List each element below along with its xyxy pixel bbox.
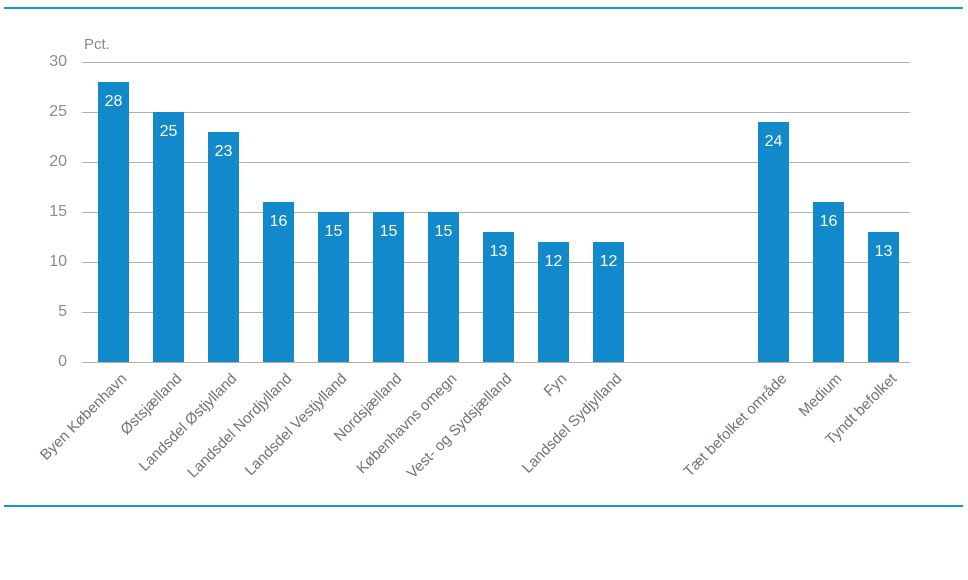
x-category-label: Vest- og Sydsjælland bbox=[403, 370, 516, 482]
bar-value-label: 23 bbox=[214, 143, 233, 160]
bar-value-label: 13 bbox=[489, 243, 508, 260]
y-gridline bbox=[82, 162, 910, 163]
y-tick-label: 15 bbox=[49, 203, 67, 220]
bar bbox=[538, 242, 569, 362]
bar-value-label: 15 bbox=[324, 223, 343, 240]
bar bbox=[98, 82, 129, 362]
bar bbox=[153, 112, 184, 362]
y-tick-label: 20 bbox=[49, 153, 67, 170]
bar bbox=[868, 232, 899, 362]
x-category-label: Københavns omegn bbox=[353, 370, 461, 478]
top-accent-rule bbox=[4, 7, 963, 9]
bar-value-label: 15 bbox=[379, 223, 398, 240]
bar bbox=[483, 232, 514, 362]
bar-value-label: 12 bbox=[544, 253, 563, 270]
bar-value-label: 16 bbox=[269, 213, 288, 230]
bar-value-label: 15 bbox=[434, 223, 453, 240]
bar bbox=[758, 122, 789, 362]
x-category-label: Fyn bbox=[540, 370, 571, 401]
y-tick-label: 10 bbox=[49, 253, 67, 270]
y-gridline bbox=[82, 212, 910, 213]
x-category-label: Landsdel Sydjylland bbox=[518, 370, 626, 477]
bar bbox=[263, 202, 294, 362]
x-category-label: Landsdel Nordjylland bbox=[184, 370, 296, 482]
y-tick-label: 0 bbox=[58, 353, 67, 370]
y-tick-label: 5 bbox=[58, 303, 67, 320]
bar bbox=[318, 212, 349, 362]
bar bbox=[813, 202, 844, 362]
x-category-label: Landsdel Vestjylland bbox=[241, 370, 351, 480]
x-category-label: Tyndt befolket bbox=[822, 370, 901, 449]
y-gridline bbox=[82, 112, 910, 113]
bar-value-label: 25 bbox=[159, 123, 178, 140]
y-axis-unit-label: Pct. bbox=[84, 36, 110, 53]
bar bbox=[373, 212, 404, 362]
bar bbox=[208, 132, 239, 362]
bar-chart: Pct. 0 5 10 15 20 25 30 28 Byen København 25 Østsj… bbox=[37, 36, 910, 482]
y-tick-label: 30 bbox=[49, 53, 67, 70]
x-category-label: Tæt befolket område bbox=[680, 370, 791, 481]
bottom-accent-rule bbox=[4, 505, 963, 507]
y-tick-label: 25 bbox=[49, 103, 67, 120]
x-category-label: Landsdel Østjylland bbox=[135, 370, 241, 475]
bar-value-label: 13 bbox=[874, 243, 893, 260]
x-category-label: Nordsjælland bbox=[330, 370, 406, 445]
bar bbox=[428, 212, 459, 362]
x-category-label: Medium bbox=[795, 370, 846, 421]
y-gridline bbox=[82, 362, 910, 363]
bar-value-label: 16 bbox=[819, 213, 838, 230]
bar-value-label: 24 bbox=[764, 133, 783, 150]
bar-value-label: 12 bbox=[599, 253, 618, 270]
y-gridline bbox=[82, 62, 910, 63]
bar bbox=[593, 242, 624, 362]
bar-value-label: 28 bbox=[104, 93, 123, 110]
